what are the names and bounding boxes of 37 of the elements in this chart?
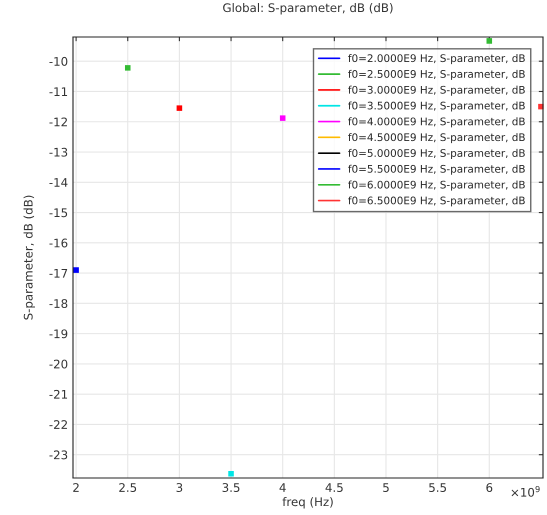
legend-label: f0=2.0000E9 Hz, S-parameter, dB	[348, 54, 525, 64]
x-tick-label: 2.5	[119, 483, 136, 492]
legend-label: f0=6.0000E9 Hz, S-parameter, dB	[348, 180, 525, 191]
y-tick-label: -22	[49, 420, 67, 429]
y-tick-label: -16	[49, 238, 68, 248]
y-tick-label: -21	[49, 390, 68, 399]
y-tick-label: -15	[49, 208, 68, 218]
x-tick-label: 4.5	[326, 483, 343, 492]
legend-label: f0=5.5000E9 Hz, S-parameter, dB	[348, 164, 525, 175]
y-tick-label: -11	[49, 87, 68, 96]
x-tick-label: 6	[486, 483, 492, 492]
y-axis-title: S-parameter, dB (dB)	[24, 196, 35, 320]
y-tick-label: -10	[49, 56, 68, 66]
legend-label: f0=4.0000E9 Hz, S-parameter, dB	[348, 117, 525, 128]
legend-label: f0=6.5000E9 Hz, S-parameter, dB	[348, 196, 525, 206]
y-tick-label: -12	[49, 117, 67, 126]
x-tick-label: 3	[176, 483, 182, 492]
y-tick-label: -19	[49, 329, 68, 338]
legend-label: f0=2.5000E9 Hz, S-parameter, dB	[348, 70, 525, 80]
x-tick-label: 2	[73, 483, 79, 492]
x-tick-label: 4	[280, 483, 286, 492]
text: ×10$^{9}$	[512, 486, 540, 497]
legend-label: f0=4.5000E9 Hz, S-parameter, dB	[348, 133, 525, 144]
y-tick-label: -17	[49, 268, 68, 278]
chart-title: Global: S-parameter, dB (dB)	[223, 3, 393, 14]
y-tick-label: -18	[49, 299, 68, 308]
x-axis-title: freq (Hz)	[282, 497, 333, 508]
x-tick-label: 5	[383, 483, 389, 492]
x-tick-label: 3.5	[222, 483, 240, 492]
legend-label: f0=3.0000E9 Hz, S-parameter, dB	[348, 86, 525, 96]
y-tick-label: -20	[49, 360, 68, 369]
legend-label: f0=5.0000E9 Hz, S-parameter, dB	[348, 148, 525, 159]
x-tick-label: 5.5	[429, 483, 446, 492]
y-tick-label: -23	[49, 450, 68, 460]
legend-label: f0=3.5000E9 Hz, S-parameter, dB	[348, 101, 525, 112]
y-tick-label: -13	[49, 148, 68, 157]
y-tick-label: -14	[49, 178, 68, 187]
